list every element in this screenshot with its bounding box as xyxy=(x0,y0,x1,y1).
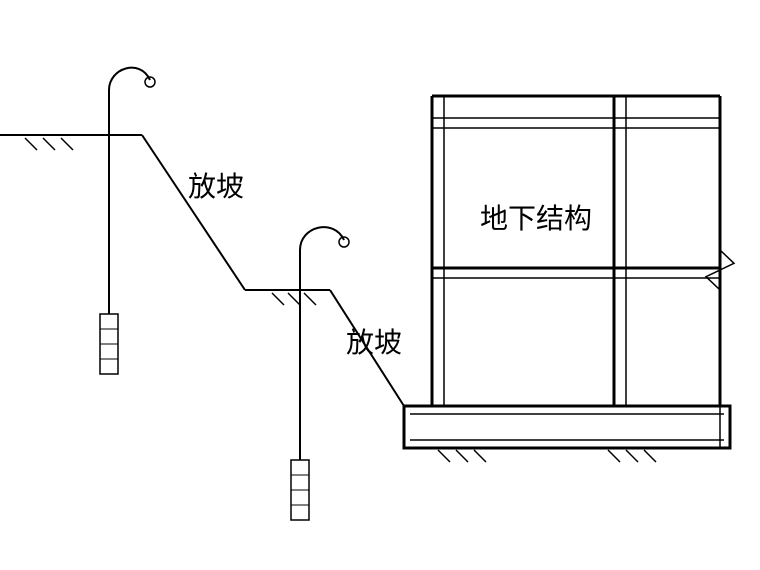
well-2-hook xyxy=(300,227,344,250)
slope-line-1 xyxy=(142,135,245,290)
hatch-left-1 xyxy=(43,138,55,150)
hatch-bottom-5 xyxy=(644,450,656,462)
label-slope-1: 放坡 xyxy=(188,171,244,203)
hatch-mid-1 xyxy=(288,293,300,305)
hatch-left-2 xyxy=(61,138,73,150)
hatch-mid-2 xyxy=(304,293,316,305)
hatch-left-0 xyxy=(25,138,37,150)
base-slab xyxy=(404,406,730,448)
well-1-hook xyxy=(109,68,150,90)
hatch-bottom-2 xyxy=(474,450,486,462)
label-slope-2: 放坡 xyxy=(346,327,402,359)
hatch-bottom-1 xyxy=(456,450,468,462)
label-structure: 地下结构 xyxy=(480,203,592,235)
hatch-mid-0 xyxy=(272,293,284,305)
hatch-bottom-0 xyxy=(438,450,450,462)
hatch-bottom-4 xyxy=(626,450,638,462)
hatch-bottom-3 xyxy=(608,450,620,462)
